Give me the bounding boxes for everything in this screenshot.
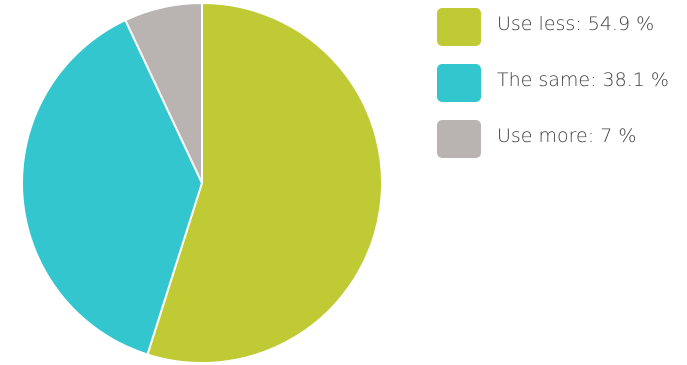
pie-slice-use-more [124, 2, 203, 184]
legend-swatch-the-same [437, 64, 481, 102]
legend-swatch-use-more [437, 120, 481, 158]
legend-label-use-less: Use less: 54.9 % [497, 13, 655, 35]
pie-slice-the-same [21, 19, 203, 356]
legend-swatch-use-less [437, 8, 481, 46]
pie-chart [21, 2, 383, 364]
legend-label-use-more: Use more: 7 % [497, 125, 637, 147]
legend-label-the-same: The same: 38.1 % [497, 69, 669, 91]
pie-slice-use-less [146, 2, 383, 364]
